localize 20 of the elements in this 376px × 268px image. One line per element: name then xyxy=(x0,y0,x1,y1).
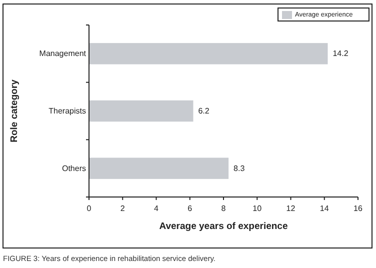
x-tick-label: 10 xyxy=(252,204,262,213)
x-tick-label: 0 xyxy=(86,204,92,213)
data-label: 14.2 xyxy=(332,49,349,58)
x-tick-label: 16 xyxy=(354,204,363,213)
y-tick-label: Management xyxy=(39,49,87,58)
data-label: 6.2 xyxy=(198,106,210,116)
data-label: 8.3 xyxy=(234,164,246,173)
y-axis-title: Role category xyxy=(9,78,20,142)
x-tick-label: 12 xyxy=(286,204,296,213)
bar xyxy=(89,100,194,122)
bar xyxy=(89,158,229,179)
y-tick-label: Others xyxy=(62,164,86,173)
x-tick-label: 4 xyxy=(154,204,160,213)
x-tick-label: 14 xyxy=(320,204,330,213)
y-tick-label: Therapists xyxy=(48,106,86,116)
x-tick-label: 8 xyxy=(221,204,226,213)
x-axis-title: Average years of experience xyxy=(159,221,288,232)
x-tick-label: 2 xyxy=(120,204,126,213)
bar xyxy=(89,43,328,64)
x-tick-label: 6 xyxy=(188,204,193,213)
